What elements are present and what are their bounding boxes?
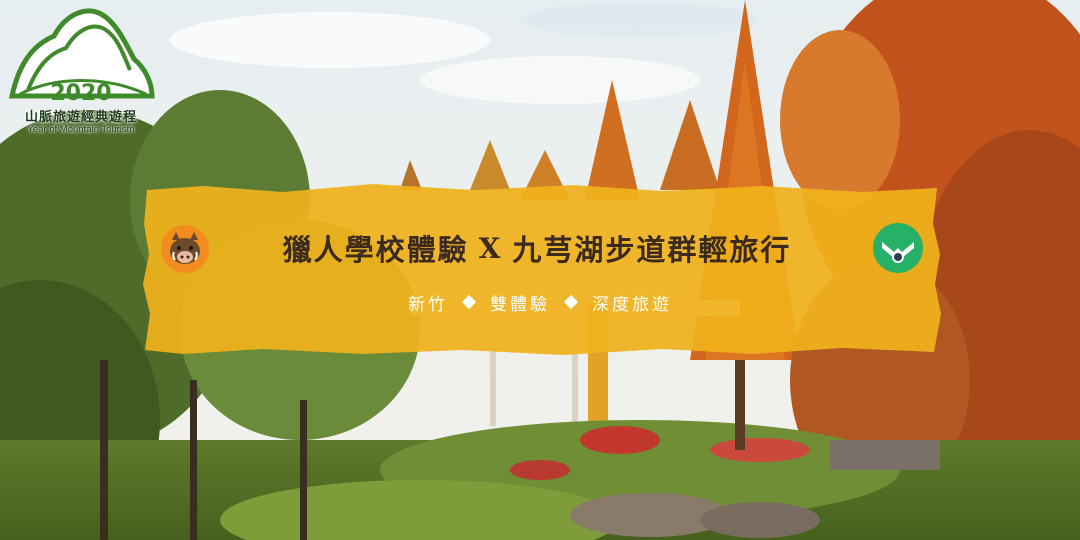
boar-icon <box>161 225 209 273</box>
logo-title: 山脈旅遊經典遊程 <box>24 110 137 125</box>
headline-right-text: 九芎湖步道群輕旅行 <box>512 233 792 267</box>
tag-item: 深度旅遊 <box>592 294 672 315</box>
diamond-separator-icon <box>563 294 579 310</box>
tag-item: 雙體驗 <box>490 294 550 315</box>
mountain-logo-icon: 2020 <box>8 8 155 106</box>
diamond-separator-icon <box>461 294 477 310</box>
headline-left-text: 獵人學校體驗 <box>282 233 469 267</box>
tag-item: 新竹 <box>408 294 448 315</box>
banner-headline: 獵人學校體驗 X 九芎湖步道群輕旅行 <box>212 224 862 272</box>
logo-subtitle: Year of Mountain Tourism <box>27 124 135 135</box>
yellow-banner <box>143 184 941 355</box>
headline-separator: X <box>478 231 503 265</box>
hot-spring-icon <box>873 223 923 273</box>
banner-tags: 新竹 雙體驗 深度旅遊 <box>330 288 750 316</box>
logo-year: 2020 <box>50 81 111 106</box>
mountain-tourism-logo: 2020 山脈旅遊經典遊程 Year of Mountain Tourism <box>6 4 156 135</box>
